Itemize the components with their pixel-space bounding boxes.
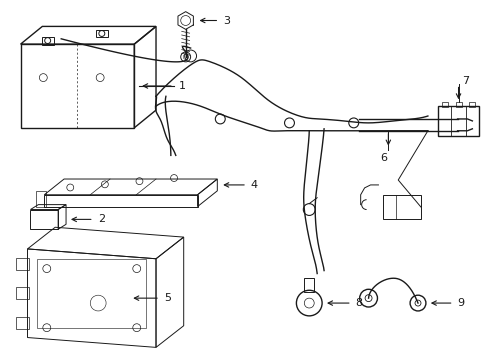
Bar: [437, 106, 478, 136]
Bar: [304, 278, 314, 292]
Bar: [16, 287, 29, 299]
Bar: [20, 44, 134, 128]
Bar: [383, 195, 420, 219]
Text: 2: 2: [98, 215, 104, 224]
Text: 9: 9: [457, 298, 464, 308]
Text: 6: 6: [379, 153, 386, 163]
Bar: [44, 195, 197, 207]
Text: 1: 1: [179, 81, 185, 91]
Bar: [30, 210, 58, 229]
Text: 4: 4: [250, 180, 258, 190]
Bar: [16, 258, 29, 270]
Text: 5: 5: [163, 293, 171, 303]
Bar: [441, 102, 447, 107]
Bar: [16, 317, 29, 329]
Text: 7: 7: [462, 76, 468, 86]
Bar: [41, 37, 54, 45]
Bar: [468, 102, 474, 107]
Bar: [37, 259, 146, 328]
Bar: [455, 102, 461, 107]
Bar: [36, 191, 46, 207]
Text: 3: 3: [223, 15, 230, 26]
Text: 8: 8: [355, 298, 362, 308]
Bar: [96, 30, 107, 37]
